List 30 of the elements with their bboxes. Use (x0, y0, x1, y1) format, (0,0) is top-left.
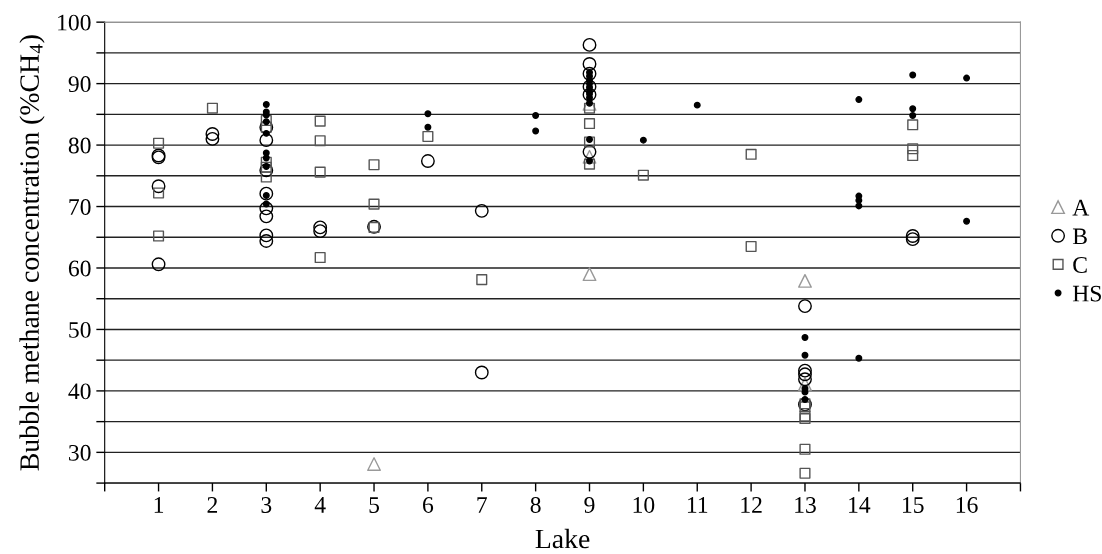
x-tick-label: 4 (314, 497, 326, 513)
x-tick-label: 16 (956, 497, 978, 513)
x-tick-label: 13 (795, 497, 816, 513)
legend-label: B (1072, 228, 1087, 245)
y-tick-label: 80 (68, 137, 91, 154)
y-tick-label: 40 (68, 383, 91, 400)
x-tick-label: 11 (687, 497, 708, 513)
y-tick-label: 70 (69, 199, 91, 215)
x-tick-label: 6 (423, 497, 434, 513)
x-tick-label: 5 (369, 497, 380, 513)
legend-label: HS (1072, 285, 1101, 302)
x-axis-title: Lake (535, 528, 590, 549)
x-tick-label: 14 (849, 497, 871, 513)
x-tick-label: 15 (902, 497, 924, 513)
x-tick-label: 7 (477, 497, 487, 513)
y-tick-label: 60 (68, 260, 91, 277)
y-tick-label: 30 (69, 444, 91, 461)
x-tick-label: 3 (261, 497, 272, 513)
x-tick-label: 2 (207, 497, 218, 513)
y-tick-label: 100 (58, 14, 91, 31)
x-tick-label: 8 (530, 496, 541, 513)
y-axis-title: Bubble methane concentration (%CH$_{4}$) (19, 35, 45, 471)
legend-label: C (1073, 257, 1087, 273)
x-tick-label: 9 (584, 497, 595, 513)
legend-label: A (1072, 199, 1090, 216)
x-tick-label: 12 (741, 497, 762, 513)
x-tick-label: 1 (154, 497, 164, 513)
y-tick-label: 50 (69, 321, 91, 338)
y-tick-label: 90 (68, 76, 91, 93)
x-tick-label: 10 (633, 496, 655, 513)
